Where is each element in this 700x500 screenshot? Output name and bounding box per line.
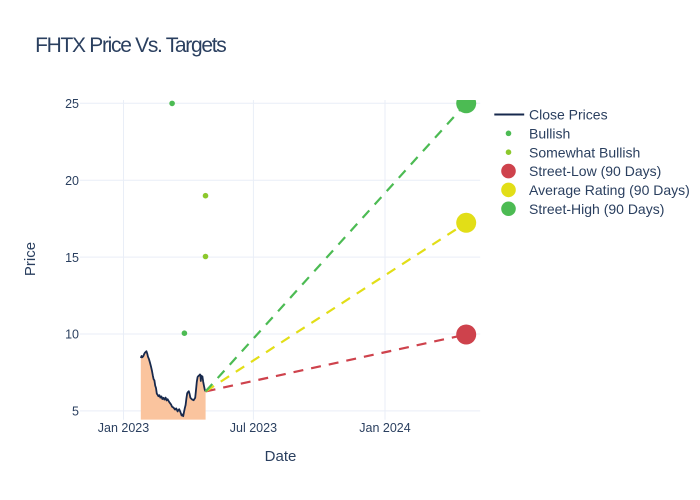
svg-text:Bullish: Bullish	[529, 125, 570, 141]
svg-text:Close Prices: Close Prices	[529, 107, 608, 123]
svg-text:Street-Low (90 Days): Street-Low (90 Days)	[529, 163, 661, 179]
svg-text:25: 25	[65, 97, 79, 111]
svg-text:FHTX Price Vs. Targets: FHTX Price Vs. Targets	[35, 34, 226, 57]
svg-text:20: 20	[65, 174, 79, 188]
svg-text:Average Rating (90 Days): Average Rating (90 Days)	[529, 182, 690, 198]
svg-text:Jul 2023: Jul 2023	[230, 421, 277, 435]
svg-text:Jan 2023: Jan 2023	[98, 421, 149, 435]
svg-text:Somewhat Bullish: Somewhat Bullish	[529, 144, 640, 160]
svg-text:10: 10	[65, 328, 79, 342]
svg-text:Price: Price	[22, 242, 39, 276]
svg-text:5: 5	[72, 405, 79, 419]
svg-text:15: 15	[65, 251, 79, 265]
svg-text:Jan 2024: Jan 2024	[359, 421, 410, 435]
svg-text:Date: Date	[265, 448, 297, 465]
svg-text:Street-High (90 Days): Street-High (90 Days)	[529, 201, 664, 217]
